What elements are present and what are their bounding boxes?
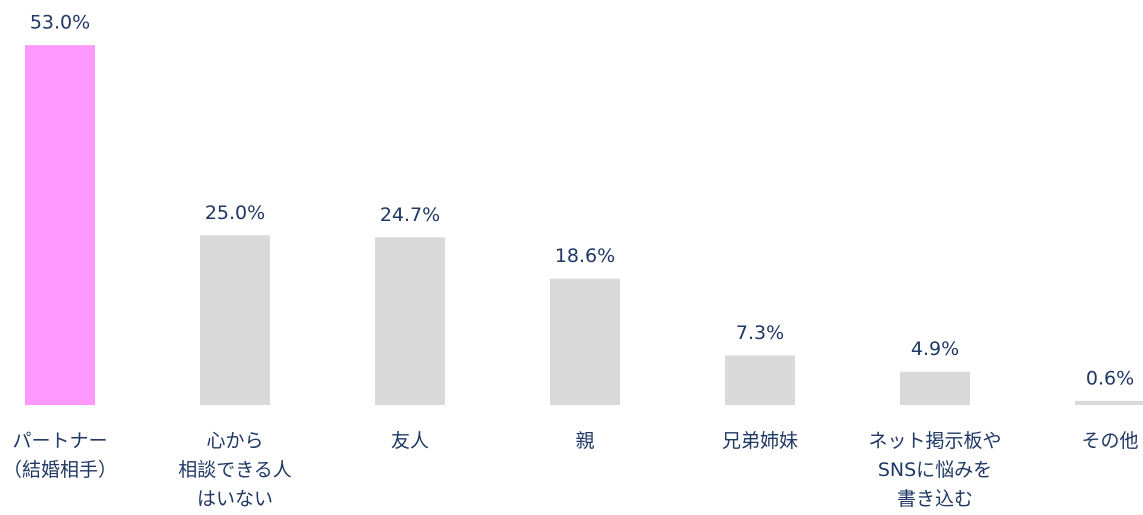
category-line: はいない xyxy=(197,488,273,510)
value-label: 7.3% xyxy=(736,322,784,344)
category-label: 親 xyxy=(575,430,594,452)
category-label: その他 xyxy=(1081,430,1138,452)
bar xyxy=(900,371,970,405)
category-line: 友人 xyxy=(391,430,429,452)
category-line: 心から xyxy=(206,430,263,452)
category-label: 兄弟姉妹 xyxy=(722,430,798,452)
value-label: 18.6% xyxy=(555,245,615,267)
bar xyxy=(550,278,620,405)
category-line: 親 xyxy=(575,430,594,452)
category-line: その他 xyxy=(1081,430,1138,452)
category-label: 心から相談できる人はいない xyxy=(178,430,292,510)
bar xyxy=(1075,400,1143,405)
category-line: ネット掲示板や xyxy=(868,430,1001,452)
value-label: 24.7% xyxy=(380,204,440,226)
category-line: 兄弟姉妹 xyxy=(722,430,798,452)
bar xyxy=(200,235,270,405)
value-label: 25.0% xyxy=(205,202,265,224)
bar xyxy=(725,355,795,405)
category-line: SNSに悩みを xyxy=(878,459,992,481)
category-label: パートナー （結婚相手） xyxy=(3,430,117,481)
category-line: 相談できる人 xyxy=(178,459,292,481)
bar xyxy=(375,237,445,405)
category-label: ネット掲示板や SNSに悩みを書き込む xyxy=(868,430,1001,510)
bar xyxy=(25,45,95,405)
value-label: 4.9% xyxy=(911,338,959,360)
category-line: （結婚相手） xyxy=(3,459,117,481)
value-label: 0.6% xyxy=(1086,367,1134,389)
value-label: 53.0% xyxy=(30,12,90,34)
category-label: 友人 xyxy=(391,430,429,452)
category-line: 書き込む xyxy=(897,488,973,510)
category-line: パートナー xyxy=(12,430,107,452)
